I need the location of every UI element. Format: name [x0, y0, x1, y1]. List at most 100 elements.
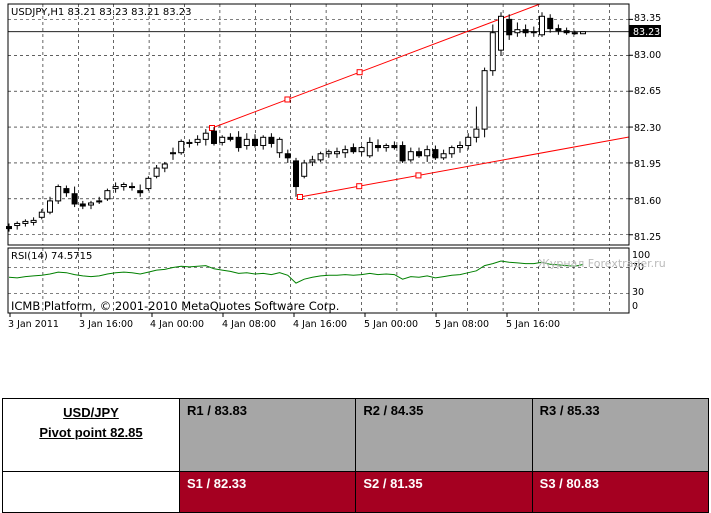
candle-body	[88, 202, 94, 206]
time-tick: 4 Jan 16:00	[293, 319, 347, 330]
candle-body	[194, 138, 201, 143]
trendline-handle	[356, 69, 363, 76]
candle-body	[498, 15, 504, 51]
chart-grid	[8, 4, 633, 313]
support-s3: S3 / 80.83	[531, 471, 710, 513]
time-tick: 5 Jan 08:00	[435, 319, 489, 330]
price-tick: 83.00	[634, 50, 661, 61]
candle-body	[38, 211, 45, 218]
pivot-table: USD/JPY Pivot point 82.85 R1 / 83.83 R2 …	[2, 398, 710, 513]
rsi-line	[8, 260, 584, 284]
candle-body	[522, 29, 529, 34]
candle-body	[563, 30, 570, 34]
trendline-channel[interactable]	[209, 3, 630, 200]
support-s1: S1 / 82.33	[178, 471, 357, 513]
time-tick: 4 Jan 08:00	[222, 319, 276, 330]
resistance-r3: R3 / 85.33	[531, 398, 710, 472]
candle-body	[186, 141, 193, 144]
candle-body	[342, 149, 349, 154]
candle-body	[489, 32, 496, 72]
candle-body	[170, 152, 176, 155]
candle-body	[202, 132, 209, 140]
candle-body	[227, 136, 234, 140]
candle-body	[506, 18, 513, 36]
time-axis: 3 Jan 2011 3 Jan 16:00 4 Jan 00:00 4 Jan…	[8, 319, 560, 330]
rsi-axis: 100 70 30 0	[632, 250, 650, 312]
rsi-pane-border	[7, 247, 630, 314]
candle-body	[161, 163, 168, 169]
price-pane-border	[7, 3, 630, 246]
candle-body	[96, 200, 103, 203]
price-axis: 83.35 83.00 82.65 82.30 81.95 81.60 81.2…	[634, 13, 661, 243]
price-tick: 81.60	[634, 196, 661, 207]
candle-body	[399, 145, 406, 162]
pivot-point-value: Pivot point 82.85	[39, 425, 143, 440]
pair-cell: USD/JPY Pivot point 82.85	[2, 398, 180, 472]
time-tick: 5 Jan 16:00	[506, 319, 560, 330]
candle-body	[301, 162, 308, 177]
candle-body	[145, 177, 152, 190]
candle-body	[317, 153, 324, 161]
watermark-text: Журнал Forextrader.ru	[538, 257, 666, 270]
candle-body	[219, 136, 226, 143]
candle-body	[383, 145, 390, 149]
candle-body	[571, 32, 578, 35]
candle-body	[424, 149, 431, 157]
lower-trendline	[299, 136, 630, 198]
candle-body	[448, 147, 455, 155]
candle-body	[366, 141, 373, 157]
candle-body	[79, 203, 86, 207]
current-price-tag: 83.23	[629, 25, 661, 38]
support-row: S1 / 82.33 S2 / 81.35 S3 / 80.83	[2, 471, 710, 513]
pair-title: USD/JPY	[63, 405, 119, 420]
support-s2: S2 / 81.35	[355, 471, 533, 513]
rsi-label: RSI(14) 74.5715	[11, 251, 92, 262]
candle-body	[211, 130, 217, 144]
candle-body	[243, 138, 250, 147]
rsi-tick: 70	[632, 262, 644, 273]
rsi-tick: 100	[632, 250, 650, 261]
time-tick: 3 Jan 2011	[8, 319, 59, 330]
candle-body	[268, 136, 275, 144]
time-tick: 4 Jan 00:00	[150, 319, 204, 330]
candle-body	[63, 188, 70, 194]
candle-body	[137, 190, 144, 194]
candle-body	[112, 186, 119, 190]
candle-body	[30, 219, 37, 223]
candle-body	[284, 153, 291, 159]
candle-body	[350, 147, 357, 153]
rsi-tick: 30	[632, 287, 644, 298]
resistance-r2: R2 / 84.35	[355, 398, 533, 472]
candle-body	[432, 149, 439, 159]
candle-body	[457, 145, 463, 149]
trendline-handle	[356, 183, 363, 190]
trendline-handle	[297, 194, 303, 200]
price-tick: 83.35	[634, 13, 661, 24]
current-price-value: 83.23	[633, 27, 660, 38]
candle-body	[391, 145, 398, 149]
upper-trendline	[211, 3, 541, 129]
candle-body	[22, 220, 29, 224]
candle-body	[325, 151, 332, 155]
candle-body	[416, 151, 422, 157]
candle-body	[6, 226, 12, 230]
candle-body	[178, 140, 185, 154]
rsi-indicator	[8, 260, 584, 284]
price-tick: 82.65	[634, 86, 661, 97]
candle-body	[465, 136, 472, 147]
trendline-handle	[415, 172, 422, 179]
candle-body	[530, 31, 537, 34]
candle-body	[539, 15, 545, 36]
candle-body	[129, 186, 135, 189]
candle-body	[580, 31, 586, 35]
chart-header: USDJPY,H1 83.21 83.23 83.21 83.23	[11, 7, 192, 18]
candle-body	[104, 190, 111, 200]
candle-body	[252, 138, 258, 147]
candle-body	[547, 17, 554, 30]
candle-body	[358, 147, 365, 153]
price-tick: 81.25	[634, 232, 661, 243]
price-chart[interactable]: USDJPY,H1 83.21 83.23 83.21 83.23 83.35 …	[0, 0, 711, 340]
trendline-handle	[284, 96, 291, 103]
candle-body	[55, 186, 62, 202]
candle-body	[260, 136, 267, 147]
